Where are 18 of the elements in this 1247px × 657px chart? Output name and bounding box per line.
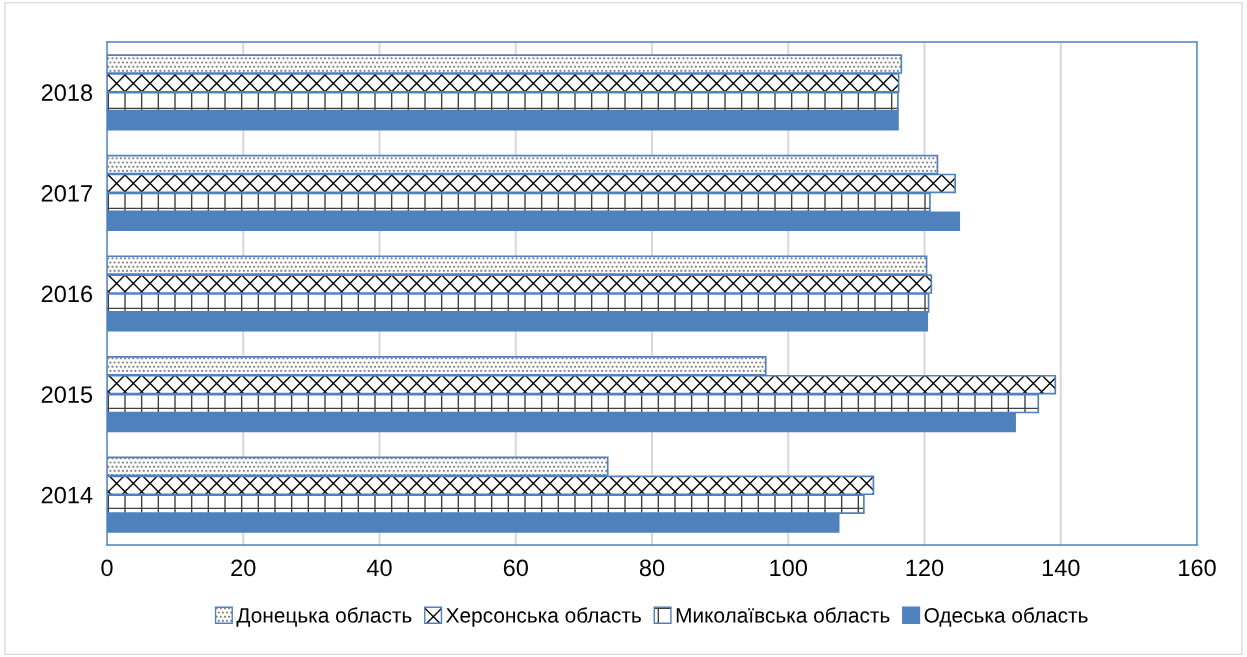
- legend-label: Донецька область: [236, 607, 412, 627]
- legend-label: Херсонська область: [446, 607, 641, 627]
- x-tick-label: 80: [639, 559, 665, 577]
- x-tick-label: 100: [770, 559, 808, 577]
- x-tick-label: 160: [1179, 559, 1216, 577]
- y-tick-label: 2015: [41, 386, 93, 403]
- x-tick-label: 120: [906, 559, 944, 577]
- x-tick-label: 20: [231, 559, 256, 577]
- x-tick-label: 140: [1042, 559, 1080, 577]
- x-tick-label: 0: [101, 559, 113, 577]
- legend-label: Одеська область: [924, 607, 1088, 627]
- y-tick-label: 2016: [41, 285, 93, 303]
- x-tick-label: 60: [503, 559, 528, 577]
- y-tick-label: 2017: [41, 184, 92, 202]
- legend-label: Миколаївська область: [676, 607, 890, 623]
- y-tick-label: 2018: [41, 84, 93, 102]
- x-tick-label: 40: [366, 559, 392, 577]
- y-tick-label: 2014: [41, 486, 93, 504]
